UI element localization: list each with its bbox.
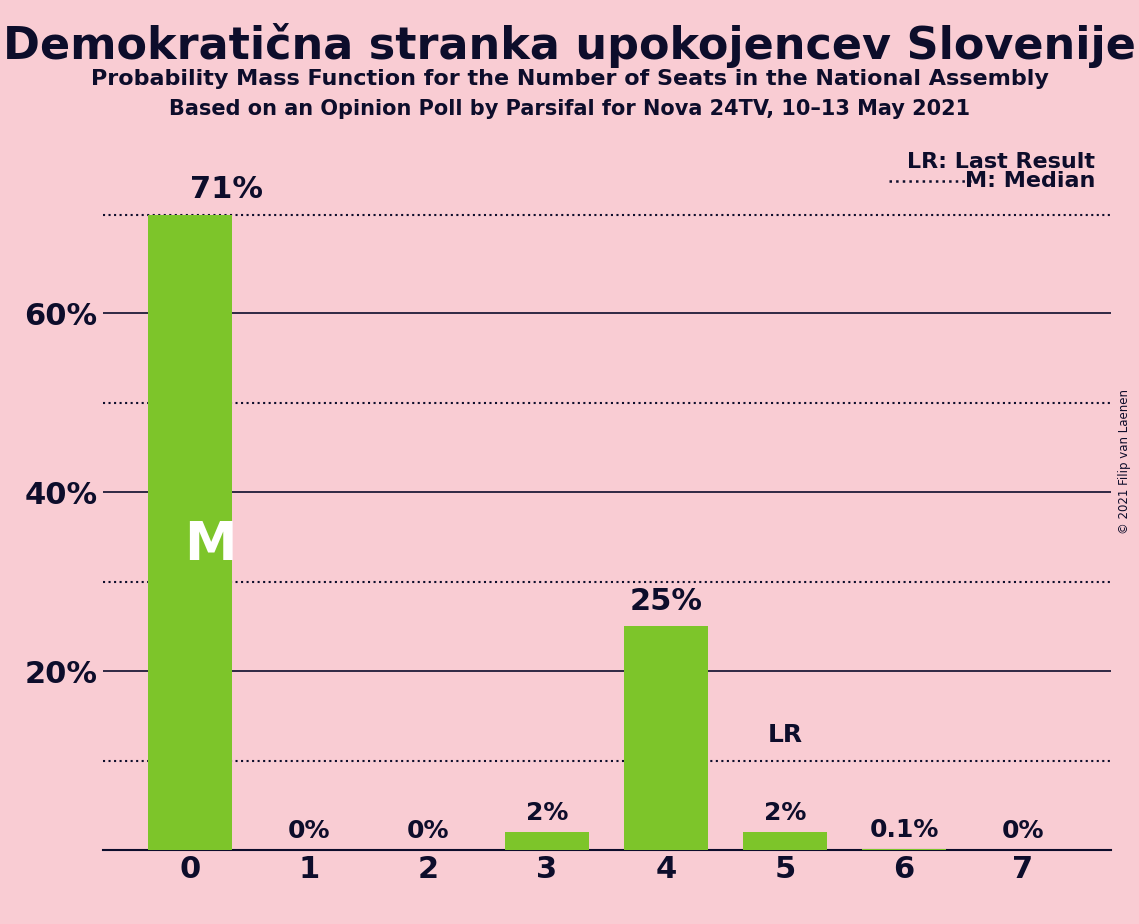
Text: 0%: 0% — [407, 819, 449, 843]
Text: Probability Mass Function for the Number of Seats in the National Assembly: Probability Mass Function for the Number… — [91, 69, 1048, 90]
Text: 71%: 71% — [190, 175, 263, 204]
Text: M: M — [185, 519, 237, 571]
Text: 25%: 25% — [630, 587, 703, 615]
Bar — [148, 214, 231, 850]
Text: 0.1%: 0.1% — [869, 818, 939, 842]
Text: 0%: 0% — [288, 819, 330, 843]
Text: 2%: 2% — [764, 801, 806, 825]
Text: Demokratična stranka upokojencev Slovenije: Demokratična stranka upokojencev Sloveni… — [3, 23, 1136, 68]
Text: LR: Last Result: LR: Last Result — [908, 152, 1096, 172]
Text: © 2021 Filip van Laenen: © 2021 Filip van Laenen — [1118, 390, 1131, 534]
Text: 0%: 0% — [1002, 819, 1044, 843]
Bar — [624, 626, 707, 850]
Bar — [744, 833, 827, 850]
Text: LR: LR — [768, 723, 803, 748]
Text: 2%: 2% — [526, 801, 568, 825]
Text: M: Median: M: Median — [965, 171, 1096, 191]
Text: Based on an Opinion Poll by Parsifal for Nova 24TV, 10–13 May 2021: Based on an Opinion Poll by Parsifal for… — [169, 99, 970, 119]
Bar — [506, 833, 589, 850]
